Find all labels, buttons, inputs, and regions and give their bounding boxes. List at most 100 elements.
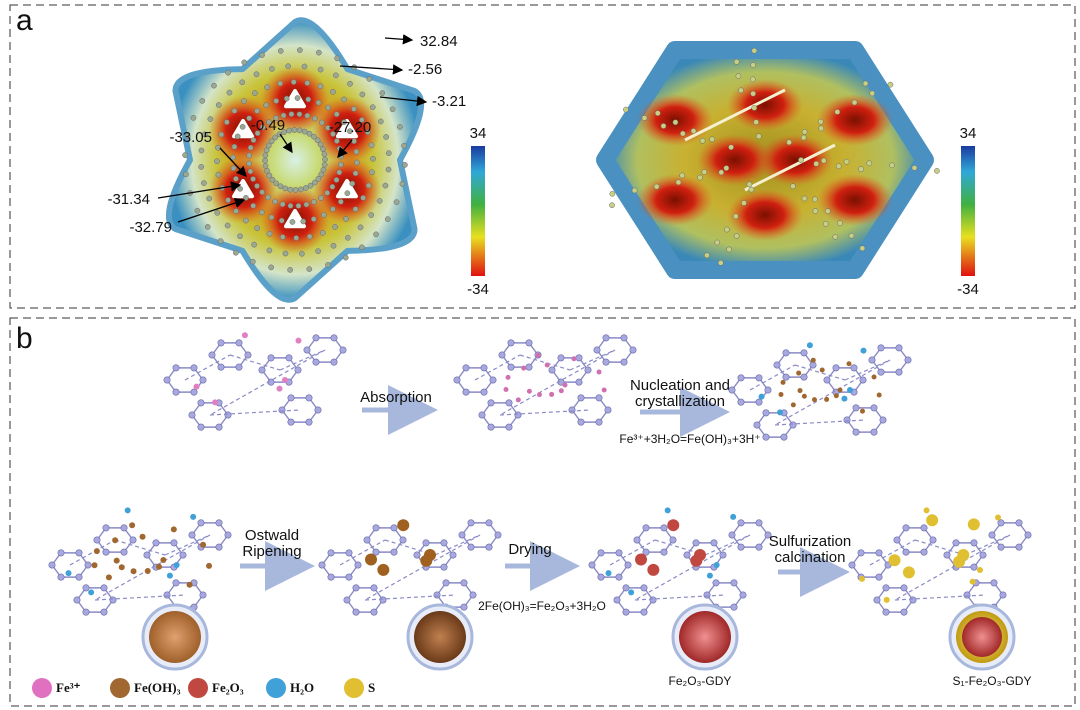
carbon-atom (882, 584, 890, 592)
atom (265, 142, 272, 149)
atom (306, 266, 313, 272)
particle (535, 352, 541, 358)
atom (291, 127, 298, 133)
atom (835, 163, 842, 170)
carbon-atom (224, 411, 232, 419)
carbon-atom (440, 563, 448, 571)
atom (347, 128, 353, 135)
scale-max-label: 34 (960, 125, 977, 142)
atom (254, 130, 261, 137)
atom (675, 179, 682, 186)
atom (818, 125, 825, 132)
carbon-atom (852, 428, 860, 436)
carbon-atom (624, 561, 632, 569)
atom (318, 171, 325, 178)
atom (837, 220, 843, 227)
atom (359, 91, 366, 98)
atom (282, 250, 289, 257)
particle (647, 563, 660, 576)
carbon-atom (498, 351, 506, 359)
carbon-atom (620, 358, 628, 366)
carbon-atom (449, 551, 457, 559)
carbon-atom (460, 603, 468, 611)
scale-max-label: 34 (470, 125, 487, 142)
highlight (744, 143, 836, 192)
atom (325, 104, 332, 111)
particle (859, 408, 865, 414)
atom (311, 179, 318, 186)
atom (199, 97, 206, 104)
particle (420, 554, 433, 567)
atom (333, 72, 339, 79)
atom (233, 175, 239, 182)
particle (190, 513, 197, 520)
atom (368, 212, 375, 218)
carbon-atom (82, 584, 90, 592)
atom (264, 84, 270, 90)
atom (383, 134, 389, 140)
particle (926, 514, 939, 527)
atom (215, 102, 222, 108)
carbon-atom (988, 531, 996, 539)
carbon-atom (514, 411, 522, 419)
color-bar (961, 146, 975, 276)
carbon-atom (789, 421, 797, 429)
carbon-atom (433, 591, 441, 599)
atom (325, 262, 331, 268)
particle (811, 397, 817, 403)
atom (320, 212, 327, 218)
atom (672, 119, 679, 126)
carbon-atom (703, 591, 711, 599)
atom (344, 234, 351, 241)
atom (225, 69, 231, 76)
atom (230, 154, 236, 161)
particle (295, 337, 302, 344)
gdy-chain (869, 539, 916, 566)
atom (277, 80, 284, 87)
atom (218, 131, 225, 138)
carbon-atom (1024, 531, 1032, 539)
atom (368, 142, 375, 149)
carbon-atom (305, 418, 313, 426)
atom (858, 166, 864, 173)
atom (277, 183, 284, 190)
atom (184, 133, 191, 139)
gdy-chain (749, 364, 796, 391)
carbon-atom (84, 561, 92, 569)
carbon-atom (895, 368, 903, 376)
gdy-chain (364, 534, 481, 601)
atom (302, 185, 309, 191)
particle (790, 402, 796, 408)
atom (204, 224, 211, 230)
carbon-atom (877, 368, 885, 376)
particle (129, 522, 136, 529)
atom (749, 76, 756, 83)
atom (359, 117, 365, 123)
atom (237, 233, 243, 240)
annotation: -31.34 (107, 191, 150, 208)
carbon-atom (780, 433, 788, 441)
atom (724, 226, 730, 233)
atom (269, 176, 276, 183)
carbon-atom (868, 356, 876, 364)
gdy-chain (894, 594, 986, 601)
atom (385, 166, 392, 173)
carbon-atom (728, 386, 736, 394)
atom (304, 112, 311, 119)
carbon-atom (893, 536, 901, 544)
legend-label: Fe₂O₃ (212, 680, 244, 695)
scale-min-label: -34 (957, 281, 979, 298)
atom (365, 129, 371, 135)
atom (241, 59, 248, 66)
atom (862, 80, 869, 87)
gdy-chain (94, 594, 186, 601)
particle (276, 385, 283, 392)
carbon-atom (852, 404, 860, 412)
particle (91, 562, 98, 569)
atom (250, 202, 257, 209)
atom (224, 222, 231, 229)
legend-swatch (188, 678, 208, 698)
atom (369, 169, 375, 176)
atom (190, 114, 197, 121)
